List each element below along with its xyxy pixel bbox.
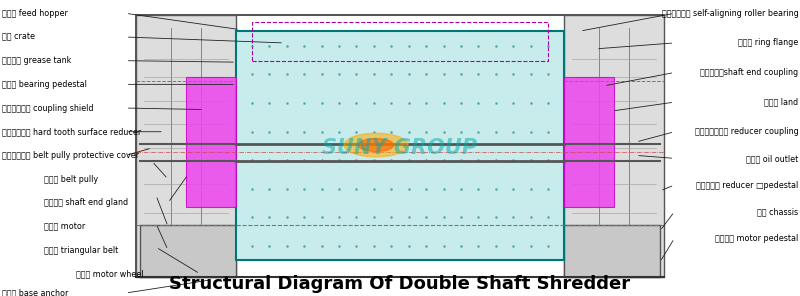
Text: 轴承座 bearing pedestal: 轴承座 bearing pedestal: [2, 80, 86, 89]
Text: 轴端压盖 shaft end gland: 轴端压盖 shaft end gland: [44, 198, 128, 207]
Text: 地脚板 base anchor: 地脚板 base anchor: [2, 289, 68, 296]
Bar: [140, 225, 236, 277]
Text: 皮带轮 belt pully: 皮带轮 belt pully: [44, 175, 98, 184]
Text: 底架 chassis: 底架 chassis: [758, 207, 798, 216]
Text: 排油孔 oil outlet: 排油孔 oil outlet: [746, 154, 798, 163]
Bar: [564, 77, 614, 207]
Text: 机筱 crate: 机筱 crate: [2, 33, 34, 41]
Bar: [252, 22, 548, 61]
Text: 减速机底座 reducer □pedestal: 减速机底座 reducer □pedestal: [696, 181, 798, 189]
Text: 联轴器防护罩 coupling shield: 联轴器防护罩 coupling shield: [2, 104, 93, 112]
Text: Structural Diagram Of Double Shaft Shredder: Structural Diagram Of Double Shaft Shred…: [170, 275, 630, 293]
Text: 电动机 motor: 电动机 motor: [44, 222, 86, 231]
Text: 电动机座 motor pedestal: 电动机座 motor pedestal: [715, 234, 798, 243]
Text: 润滑油杯 grease tank: 润滑油杯 grease tank: [2, 56, 71, 65]
Bar: [564, 225, 660, 277]
Text: 皮带轮防护罩 belt pully protective cover: 皮带轮防护罩 belt pully protective cover: [2, 151, 138, 160]
Text: SUNY GROUP: SUNY GROUP: [322, 138, 478, 158]
Circle shape: [358, 139, 394, 152]
Bar: [564, 15, 664, 277]
Text: 调心滚子轴承 self-aligning roller bearing: 调心滚子轴承 self-aligning roller bearing: [662, 9, 798, 18]
Bar: [136, 15, 236, 277]
Text: 减速机端联轴器 reducer coupling: 减速机端联轴器 reducer coupling: [694, 127, 798, 136]
Text: 连接盘 land: 连接盘 land: [764, 98, 798, 107]
Bar: [136, 15, 664, 277]
Text: 轴端联轴器shaft end coupling: 轴端联轴器shaft end coupling: [700, 68, 798, 77]
Text: 硬齿面减速机 hard tooth surface reducer: 硬齿面减速机 hard tooth surface reducer: [2, 127, 141, 136]
Text: 电机轮 motor wheel: 电机轮 motor wheel: [76, 269, 143, 278]
Circle shape: [344, 133, 408, 157]
Bar: [186, 77, 236, 207]
Text: 三角带 triangular belt: 三角带 triangular belt: [44, 246, 118, 255]
Bar: [236, 31, 564, 260]
Text: 法兰盘 ring flange: 法兰盘 ring flange: [738, 38, 798, 47]
Text: 进料斗 feed hopper: 进料斗 feed hopper: [2, 9, 67, 18]
